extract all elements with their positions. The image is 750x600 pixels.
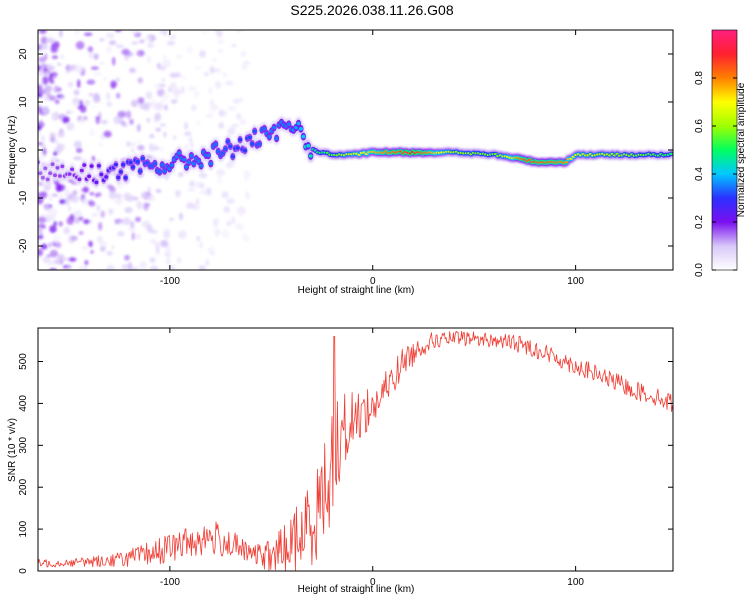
spectrogram-ridge-core — [38, 118, 673, 187]
spectrogram-heat — [38, 30, 673, 270]
chart-title: S225.2026.038.11.26.G08 — [290, 2, 453, 18]
snr-series-line — [38, 330, 673, 571]
colorbar-ticks: 0.0 0.2 0.4 0.6 0.8 — [694, 71, 737, 277]
colorbar: 0.0 0.2 0.4 0.6 0.8 Normalized spectral ampl… — [694, 29, 747, 277]
snr-x-tick-label-1: 0 — [370, 577, 376, 588]
snr-y-tick-label-0: 0 — [18, 568, 29, 574]
snr-background — [38, 328, 673, 571]
spectrogram-x-tick-label-1: 0 — [370, 276, 376, 287]
snr-y-ticks: 0 100 200 300 400 500 — [18, 353, 673, 574]
spectrogram-x-label: Height of straight line (km) — [298, 285, 415, 296]
spectrogram-y-ticks: -20 -10 0 10 20 — [18, 48, 673, 253]
colorbar-tick-label-0: 0.0 — [694, 263, 705, 277]
snr-frame — [37, 327, 674, 572]
colorbar-tick-label-2: 0.4 — [694, 167, 705, 181]
spectrogram-x-tick-label-0: -100 — [160, 276, 180, 287]
colorbar-label: Normalized spectral amplitude — [736, 82, 747, 217]
colorbar-gradient — [711, 29, 738, 271]
snr-y-tick-label-5: 500 — [18, 353, 29, 370]
snr-y-tick-label-3: 300 — [18, 437, 29, 454]
spectrogram-y-tick-label-2: 0 — [18, 147, 29, 153]
snr-y-label: SNR (10 * v/v) — [7, 418, 18, 482]
spectrogram-x-tick-label-2: 100 — [567, 276, 584, 287]
spectrogram-x-ticks: -100 0 100 — [160, 30, 584, 287]
snr-y-tick-label-1: 100 — [18, 520, 29, 537]
spectrogram-y-tick-label-0: -20 — [18, 238, 29, 253]
snr-y-tick-label-4: 400 — [18, 395, 29, 412]
snr-x-tick-label-2: 100 — [567, 577, 584, 588]
snr-x-label: Height of straight line (km) — [298, 584, 415, 595]
colorbar-tick-label-4: 0.8 — [694, 71, 705, 85]
snr-y-tick-label-2: 200 — [18, 478, 29, 495]
spectrogram-y-label: Frequency (Hz) — [7, 116, 18, 185]
spectrogram-y-tick-label-3: 10 — [18, 96, 29, 108]
snr-x-ticks: -100 0 100 — [160, 328, 584, 588]
spectrogram-y-tick-label-4: 20 — [18, 48, 29, 60]
colorbar-tick-label-3: 0.6 — [694, 119, 705, 133]
colorbar-tick-label-1: 0.2 — [694, 215, 705, 229]
snr-x-tick-label-0: -100 — [160, 577, 180, 588]
spectrogram-y-tick-label-1: -10 — [18, 190, 29, 205]
snr-panel: -100 0 100 0 100 200 300 400 500 Height of stra… — [7, 327, 674, 595]
